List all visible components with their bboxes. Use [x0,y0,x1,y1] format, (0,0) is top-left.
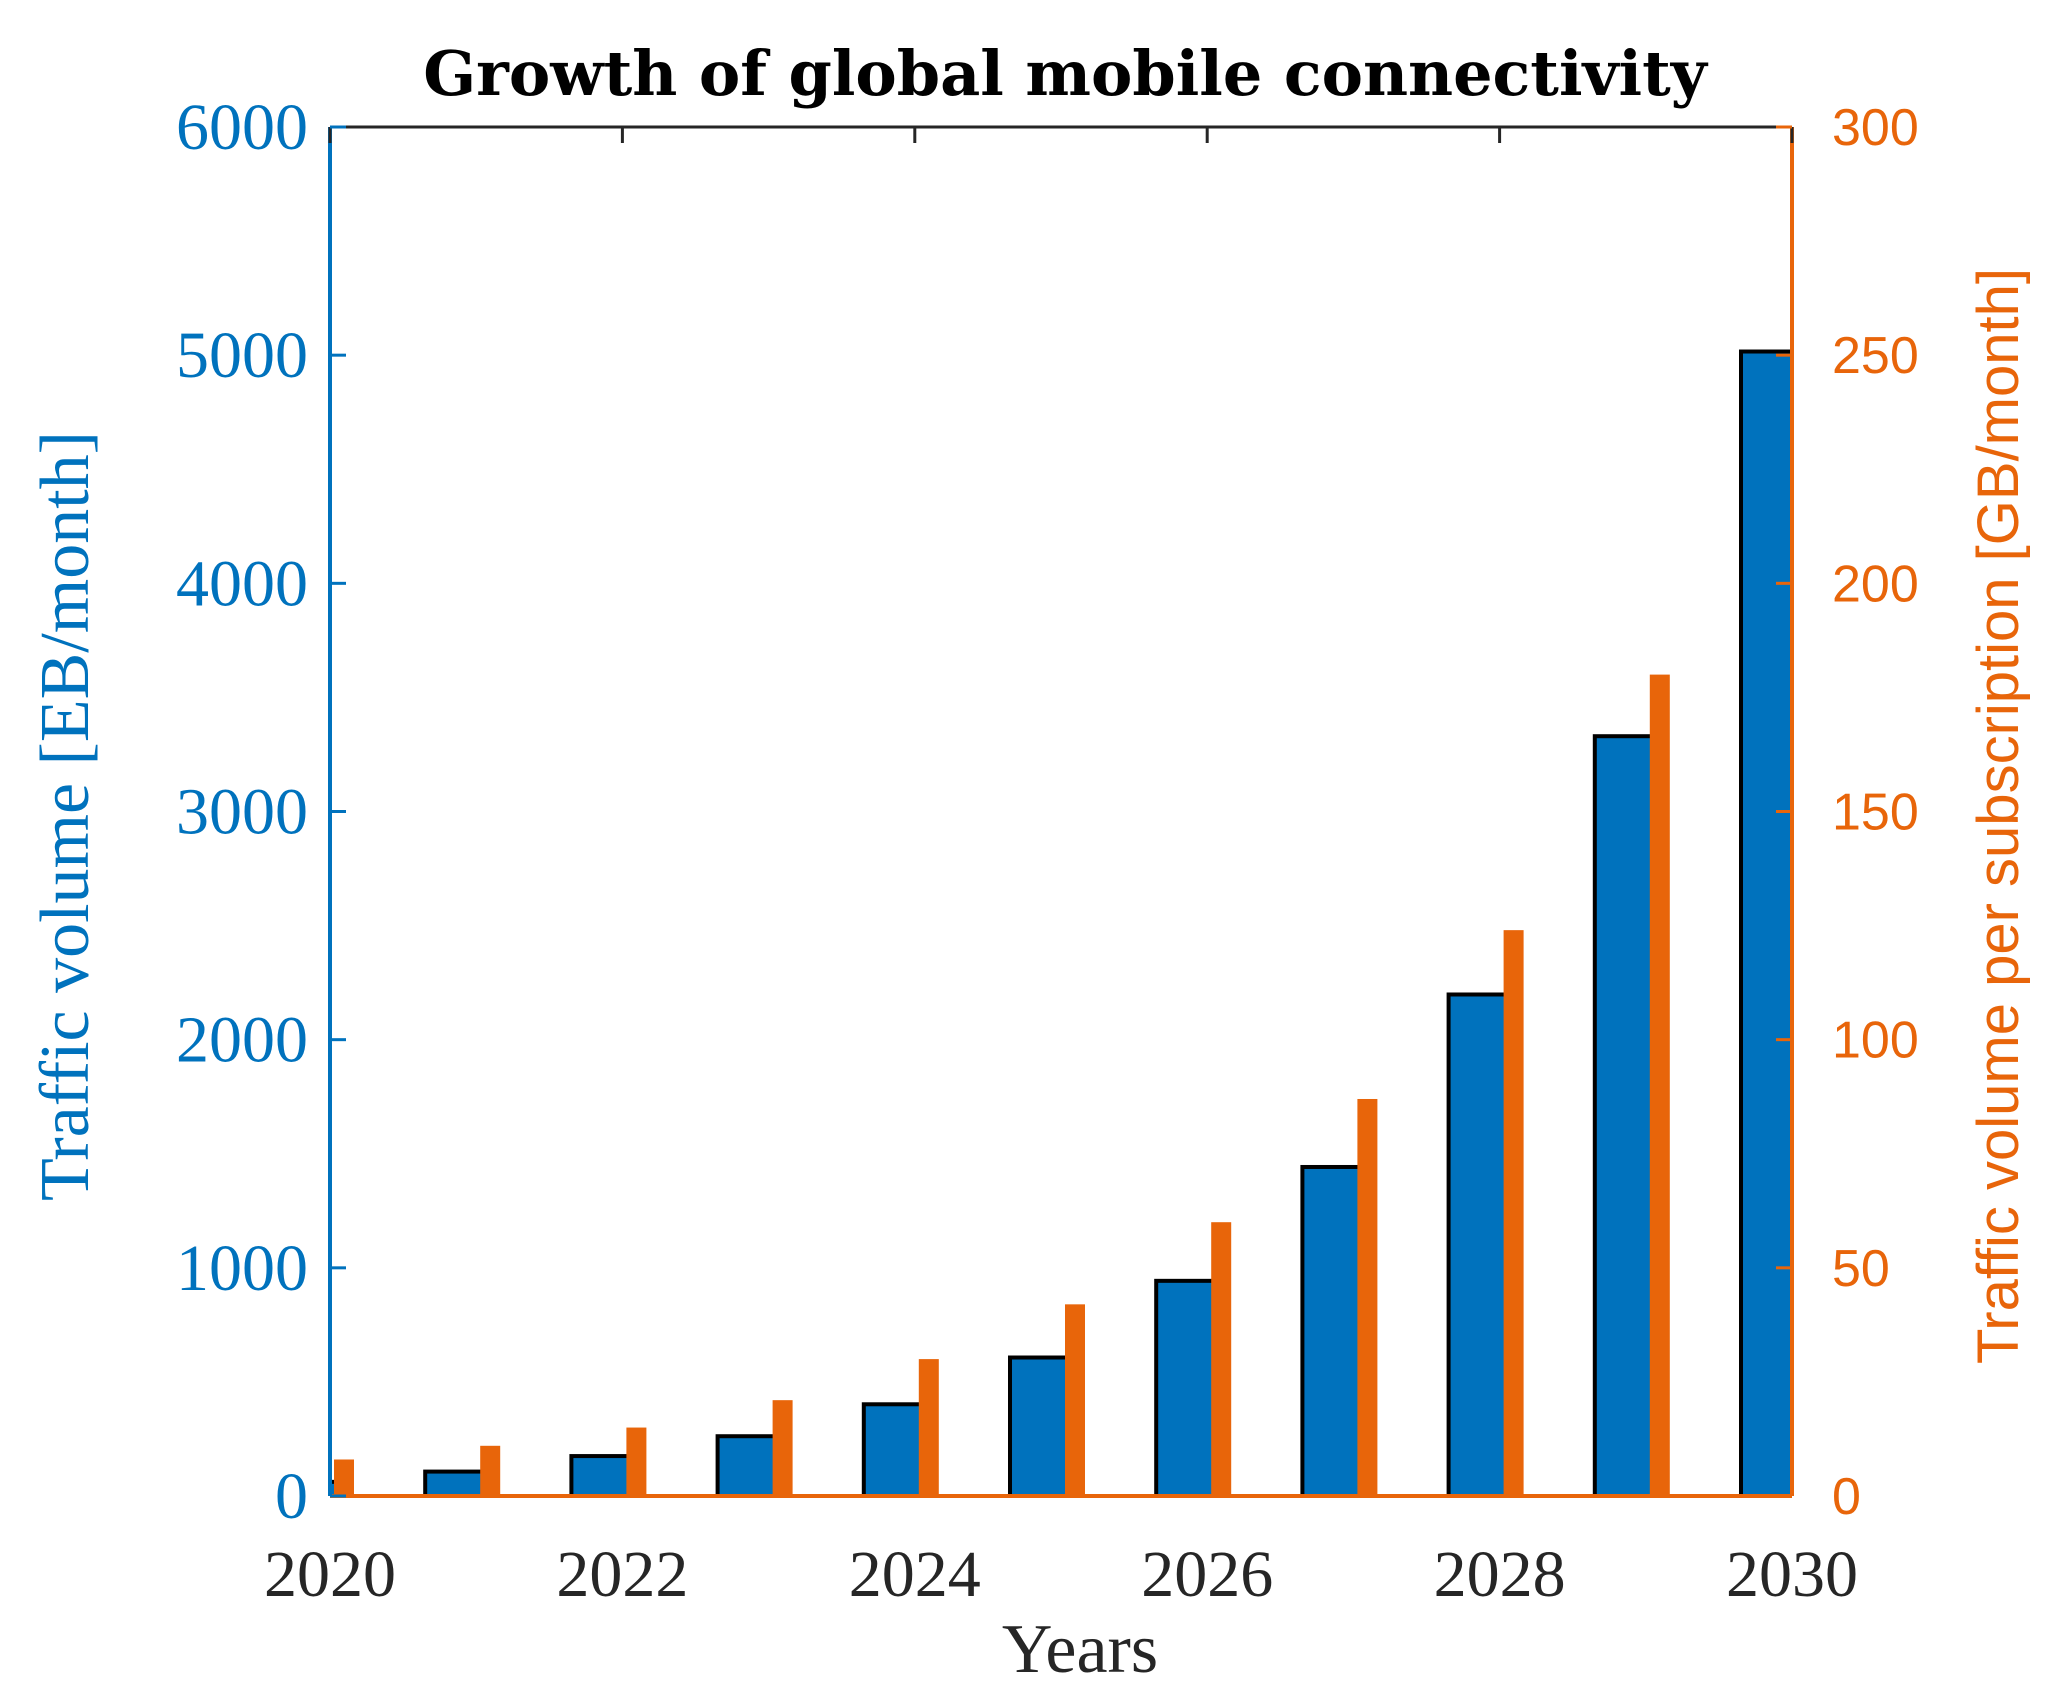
y-right-tick-label: 250 [1832,327,1919,385]
bar-per-subscription-2023 [772,1400,793,1496]
x-tick-label: 2024 [849,1538,981,1611]
bar-traffic-volume-2030 [1739,349,1792,1498]
chart-title: Growth of global mobile connectivity [423,37,1708,110]
bar-per-subscription-2025 [1065,1304,1085,1496]
x-tick-label: 2022 [556,1538,688,1611]
bar-traffic-volume-2025 [1008,1355,1070,1498]
x-tick-label: 2026 [1141,1538,1273,1611]
bar-traffic-volume-2029 [1592,734,1655,1498]
y-axis-left-label: Traffic volume [EB/month] [27,431,104,1201]
bar-per-subscription-2027 [1357,1098,1378,1496]
y-left-tick-label: 3000 [176,776,308,849]
y-left-tick-label: 0 [275,1460,308,1533]
bar-traffic-volume-2024 [861,1402,924,1498]
x-tick-label: 2020 [264,1538,396,1611]
bar-per-subscription-2022 [626,1427,647,1496]
y-right-tick-label: 150 [1832,784,1919,842]
y-left-tick-label: 5000 [176,319,308,392]
y-right-tick-label: 300 [1832,99,1919,157]
x-tick-label: 2028 [1434,1538,1566,1611]
y-right-tick-label: 200 [1832,555,1919,613]
bar-per-subscription-2024 [918,1359,939,1496]
bar-traffic-volume-2026 [1154,1278,1217,1498]
y-left-tick-label: 6000 [176,91,308,164]
y-left-tick-label: 2000 [176,1004,308,1077]
y-left-tick-label: 4000 [176,547,308,620]
bar-per-subscription-2028 [1503,930,1524,1496]
tick-labels: 2020 2022 2024 2026 2028 20300100020003000400… [176,91,1919,1611]
y-left-tick-label: 1000 [176,1232,308,1305]
x-axis-label: Years [1002,1611,1158,1688]
bar-per-subscription-2021 [480,1445,501,1496]
bars-traffic-per-subscription [334,674,1670,1496]
bar-per-subscription-2029 [1649,674,1670,1496]
bars-traffic-volume [330,349,1792,1498]
y-axis-right-label: Traffic volume per subscription [GB/mont… [1966,268,2031,1364]
y-right-tick-label: 100 [1832,1012,1919,1070]
bar-traffic-volume-2023 [715,1434,778,1498]
y-right-tick-label: 50 [1832,1240,1890,1298]
bar-traffic-volume-2027 [1300,1164,1363,1498]
bar-traffic-volume-2028 [1446,992,1509,1498]
bar-traffic-volume-2021 [423,1469,486,1498]
bar-per-subscription-2020 [334,1459,354,1496]
y-right-tick-label: 0 [1832,1468,1861,1526]
bar-per-subscription-2026 [1211,1222,1232,1496]
axes [328,125,1794,1498]
x-tick-label: 2030 [1726,1538,1858,1611]
bar-traffic-volume-2022 [569,1454,632,1498]
